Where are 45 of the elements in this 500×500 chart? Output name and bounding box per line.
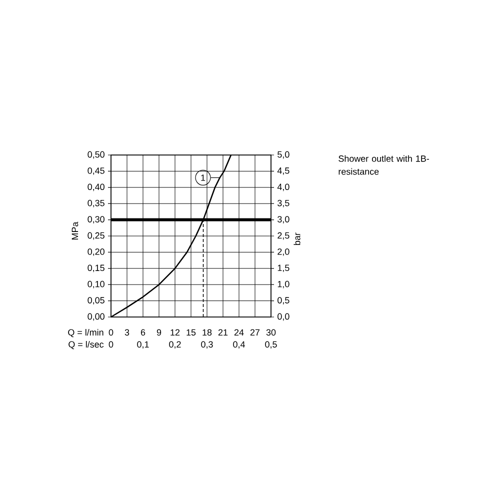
y-tick-label: 0,40 [88,184,104,192]
y-tick-label: 0,35 [88,200,104,208]
y-tick-label: 0,50 [88,151,104,159]
x-tick-label: 21 [218,329,228,336]
y2-tick-label: 1,0 [278,280,290,288]
x2-tick-label: 0,4 [233,341,245,349]
x-tick-label: 6 [140,329,146,336]
y2-tick-label: 2,5 [278,232,290,240]
y-axis-title: MPa [72,222,78,240]
x-tick-label: 9 [156,329,162,336]
x-tick-label: 0 [108,329,114,336]
y2-tick-label: 4,0 [277,184,290,192]
x2-tick-label: 0 [108,341,114,348]
y2-tick-label: 3,0 [278,216,290,224]
x2-axis-title: Q = l/sec [68,341,104,350]
y2-tick-label: 5,0 [278,151,290,159]
y-tick-label: 0,10 [88,280,104,288]
x2-tick-label: 0,3 [201,341,213,349]
y-tick-label: 0,00 [88,313,104,321]
y-tick-label: 0,45 [88,167,104,175]
y2-tick-label: 1,5 [278,264,290,272]
y-tick-label: 0,20 [88,248,104,256]
x-tick-label: 24 [234,329,244,336]
y-tick-label: 0,05 [88,297,104,304]
x2-tick-label: 0,1 [137,341,149,349]
y2-tick-label: 4,5 [277,168,290,175]
x-tick-label: 18 [202,329,212,336]
y2-tick-label: 0,5 [278,297,290,304]
legend-label: 1 [201,174,206,181]
y-tick-label: 0,25 [88,232,104,240]
x-tick-label: 12 [170,329,180,336]
x-tick-label: 15 [186,329,196,336]
y2-tick-label: 0,0 [278,313,290,321]
y-tick-label: 0,15 [88,264,104,272]
x-axis-title: Q = l/min [68,329,104,338]
y2-tick-label: 2,0 [278,248,290,256]
x-tick-label: 30 [266,329,276,336]
x2-tick-label: 0,2 [169,341,181,349]
x-tick-label: 3 [124,329,130,336]
text: Shower outlet with 1B-resistance [338,155,429,175]
y2-tick-label: 3,5 [278,200,290,208]
y-tick-label: 0,30 [88,216,104,224]
y2-axis-title: bar [294,232,300,245]
x-tick-label: 27 [250,329,260,336]
x2-tick-label: 0,5 [265,341,277,349]
